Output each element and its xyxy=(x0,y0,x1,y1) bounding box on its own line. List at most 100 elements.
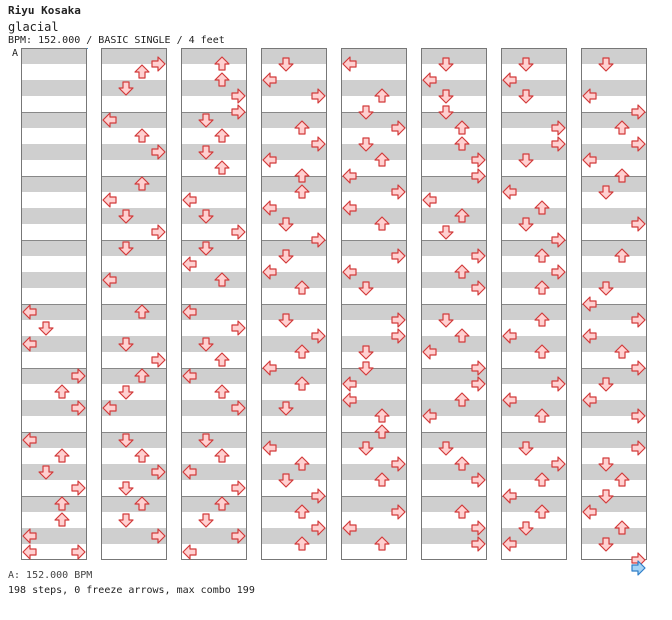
step-summary: 198 steps, 0 freeze arrows, max combo 19… xyxy=(8,585,255,596)
left-arrow-icon xyxy=(22,544,37,560)
right-arrow-icon xyxy=(311,232,326,248)
beat-stripe xyxy=(21,496,87,512)
beat-stripe xyxy=(581,240,647,256)
beat-stripe xyxy=(581,304,647,320)
left-arrow-icon xyxy=(502,72,517,88)
beat-stripe xyxy=(421,432,487,448)
beat-stripe xyxy=(421,368,487,384)
beat-stripe xyxy=(581,112,647,128)
up-arrow-icon xyxy=(614,248,630,263)
beat-stripe xyxy=(341,112,407,128)
left-arrow-icon xyxy=(262,264,277,280)
up-arrow-icon xyxy=(134,176,150,191)
down-arrow-icon xyxy=(118,209,134,224)
beat-stripe xyxy=(421,528,487,544)
up-arrow-icon xyxy=(454,136,470,151)
right-arrow-icon xyxy=(631,408,646,424)
beat-stripe xyxy=(101,144,167,160)
beat-stripe xyxy=(101,176,167,192)
left-arrow-icon xyxy=(262,72,277,88)
beat-stripe xyxy=(101,400,167,416)
right-arrow-icon xyxy=(391,184,406,200)
right-arrow-icon xyxy=(391,312,406,328)
up-arrow-icon xyxy=(214,160,230,175)
beat-stripe xyxy=(421,176,487,192)
bpm-marker-label: A xyxy=(12,48,19,59)
down-arrow-icon xyxy=(598,281,614,296)
beat-stripe xyxy=(101,432,167,448)
right-arrow-icon xyxy=(471,360,486,376)
beat-stripe xyxy=(101,112,167,128)
right-arrow-icon xyxy=(231,400,246,416)
beat-stripe xyxy=(421,272,487,288)
up-arrow-icon xyxy=(294,344,310,359)
right-arrow-icon xyxy=(391,456,406,472)
right-arrow-icon xyxy=(231,224,246,240)
down-arrow-icon xyxy=(438,105,454,120)
down-arrow-icon xyxy=(278,473,294,488)
beat-stripe xyxy=(261,272,327,288)
right-arrow-icon xyxy=(391,120,406,136)
end-right-arrow-icon xyxy=(631,560,646,576)
left-arrow-icon xyxy=(342,200,357,216)
down-arrow-icon xyxy=(598,489,614,504)
up-arrow-icon xyxy=(454,264,470,279)
beat-stripe xyxy=(261,336,327,352)
left-arrow-icon xyxy=(262,360,277,376)
down-arrow-icon xyxy=(278,401,294,416)
chart-column xyxy=(261,48,327,560)
left-arrow-icon xyxy=(422,192,437,208)
down-arrow-icon xyxy=(438,57,454,72)
beat-stripe xyxy=(421,144,487,160)
down-arrow-icon xyxy=(118,433,134,448)
down-arrow-icon xyxy=(198,209,214,224)
up-arrow-icon xyxy=(534,200,550,215)
down-arrow-icon xyxy=(438,313,454,328)
up-arrow-icon xyxy=(214,384,230,399)
up-arrow-icon xyxy=(134,128,150,143)
beat-stripe xyxy=(181,112,247,128)
right-arrow-icon xyxy=(151,464,166,480)
up-arrow-icon xyxy=(294,280,310,295)
left-arrow-icon xyxy=(422,72,437,88)
down-arrow-icon xyxy=(518,441,534,456)
up-arrow-icon xyxy=(294,184,310,199)
beat-stripe xyxy=(181,368,247,384)
left-arrow-icon xyxy=(182,192,197,208)
left-arrow-icon xyxy=(342,392,357,408)
down-arrow-icon xyxy=(198,241,214,256)
down-arrow-icon xyxy=(198,113,214,128)
down-arrow-icon xyxy=(198,337,214,352)
up-arrow-icon xyxy=(134,448,150,463)
beat-stripe xyxy=(581,432,647,448)
down-arrow-icon xyxy=(358,281,374,296)
right-arrow-icon xyxy=(391,328,406,344)
column-frame xyxy=(101,48,167,560)
down-arrow-icon xyxy=(598,377,614,392)
beat-stripe xyxy=(101,528,167,544)
right-arrow-icon xyxy=(471,536,486,552)
chart-column xyxy=(341,48,407,560)
up-arrow-icon xyxy=(534,504,550,519)
up-arrow-icon xyxy=(294,536,310,551)
left-arrow-icon xyxy=(342,56,357,72)
right-arrow-icon xyxy=(311,328,326,344)
left-arrow-icon xyxy=(22,304,37,320)
right-arrow-icon xyxy=(551,264,566,280)
up-arrow-icon xyxy=(294,376,310,391)
beat-stripe xyxy=(261,112,327,128)
left-arrow-icon xyxy=(262,440,277,456)
beat-stripe xyxy=(341,176,407,192)
up-arrow-icon xyxy=(454,208,470,223)
up-arrow-icon xyxy=(534,344,550,359)
down-arrow-icon xyxy=(38,321,54,336)
down-arrow-icon xyxy=(118,81,134,96)
up-arrow-icon xyxy=(214,496,230,511)
left-arrow-icon xyxy=(22,336,37,352)
up-arrow-icon xyxy=(454,504,470,519)
song-title: glacial xyxy=(8,20,59,34)
beat-stripe xyxy=(101,80,167,96)
right-arrow-icon xyxy=(471,248,486,264)
chart-column xyxy=(421,48,487,560)
up-arrow-icon xyxy=(454,456,470,471)
